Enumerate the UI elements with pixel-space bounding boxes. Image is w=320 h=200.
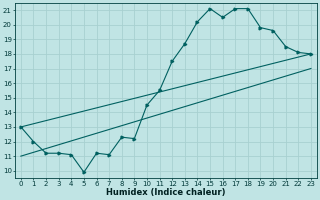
X-axis label: Humidex (Indice chaleur): Humidex (Indice chaleur) [106,188,226,197]
